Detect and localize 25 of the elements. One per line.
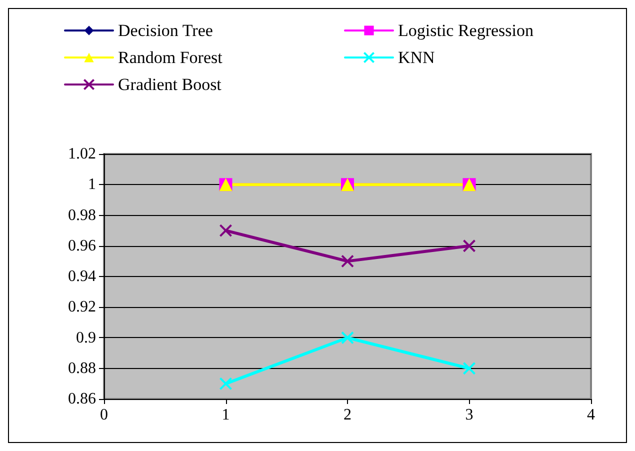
y-tick-label: 0.9	[76, 329, 96, 346]
legend-label: Logistic Regression	[398, 21, 534, 40]
y-tick-label: 1	[88, 176, 96, 194]
y-tick-label: 0.86	[68, 390, 96, 408]
x-tick-label: 1	[222, 406, 230, 424]
y-tick-label: 0.92	[68, 298, 96, 316]
x-tick-label: 2	[344, 406, 352, 424]
point	[341, 254, 354, 268]
x-tick-label: 3	[465, 406, 474, 424]
y-tick-label: 0.94	[68, 268, 96, 285]
legend-label: KNN	[398, 48, 435, 67]
y-tick-label: 0.88	[68, 360, 96, 377]
legend-label: Random Forest	[118, 48, 223, 67]
x-tick-label: 4	[587, 406, 595, 424]
x-tick-label: 0	[100, 406, 108, 424]
y-tick-label: 0.98	[68, 206, 96, 224]
y-tick-label: 0.96	[68, 237, 96, 254]
legend-label: Gradient Boost	[118, 75, 222, 94]
point	[219, 224, 232, 238]
point	[341, 331, 354, 344]
point	[462, 362, 476, 375]
point	[219, 377, 232, 390]
point	[462, 239, 476, 252]
legend-label: Decision Tree	[118, 21, 213, 40]
y-tick-label: 1.02	[68, 146, 96, 162]
